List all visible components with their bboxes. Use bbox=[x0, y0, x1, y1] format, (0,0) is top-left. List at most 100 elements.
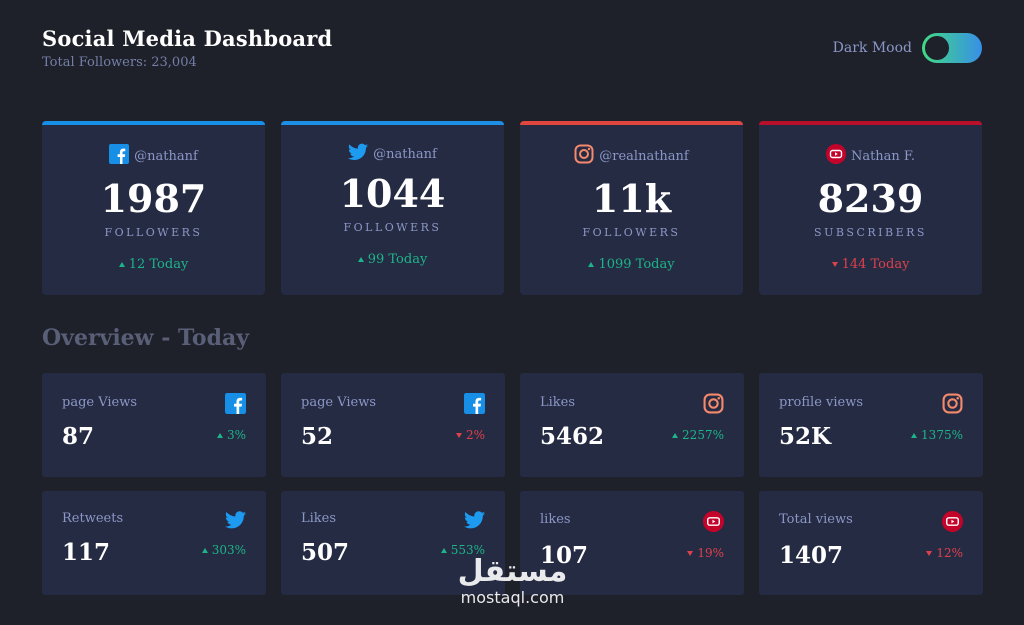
overview-change: 12% bbox=[926, 546, 963, 560]
toggle-label: Dark Mood bbox=[832, 40, 912, 56]
overview-change-value: 3% bbox=[226, 428, 246, 442]
overview-change: 303% bbox=[201, 543, 246, 557]
arrow-up-icon bbox=[216, 432, 223, 438]
arrow-down-icon bbox=[926, 550, 933, 556]
card-top-bar bbox=[759, 121, 982, 125]
card-handle: @nathanf bbox=[373, 146, 437, 162]
card-change-value: 99 Today bbox=[367, 252, 428, 267]
card-handle: Nathan F. bbox=[850, 148, 916, 164]
instagram-icon bbox=[942, 393, 963, 418]
card-change: 12 Today bbox=[42, 257, 265, 272]
overview-change: 2% bbox=[455, 428, 485, 442]
theme-toggle-group: Dark Mood bbox=[833, 33, 982, 63]
card-unit: FOLLOWERS bbox=[104, 226, 203, 239]
overview-change: 553% bbox=[440, 543, 485, 557]
toggle-knob bbox=[925, 36, 949, 60]
header: Social Media Dashboard Total Followers: … bbox=[42, 26, 332, 70]
card-top-bar bbox=[42, 121, 265, 125]
overview-value: 117 bbox=[62, 539, 111, 566]
twitter-icon bbox=[464, 511, 485, 533]
card-instagram[interactable]: @realnathanf 11k FOLLOWERS 1099 Today bbox=[520, 121, 743, 295]
overview-label: Likes bbox=[540, 395, 576, 410]
arrow-up-icon bbox=[118, 262, 125, 267]
card-handle-row: @realnathanf bbox=[520, 144, 743, 168]
card-count: 11k bbox=[591, 176, 672, 221]
arrow-up-icon bbox=[588, 262, 595, 267]
arrow-up-icon bbox=[357, 257, 364, 262]
overview-label: profile views bbox=[779, 395, 864, 410]
overview-card[interactable]: Likes 5462 2257% bbox=[520, 373, 744, 477]
overview-change-value: 2257% bbox=[682, 428, 724, 442]
arrow-down-icon bbox=[687, 550, 694, 556]
facebook-icon bbox=[464, 393, 485, 418]
overview-label: page Views bbox=[301, 395, 377, 410]
overview-value: 1407 bbox=[779, 542, 844, 569]
card-unit: FOLLOWERS bbox=[343, 221, 442, 234]
overview-value: 52K bbox=[779, 423, 831, 450]
facebook-icon bbox=[109, 144, 130, 168]
card-top-bar bbox=[520, 121, 743, 125]
twitter-icon bbox=[225, 511, 246, 533]
youtube-icon bbox=[825, 144, 846, 168]
total-followers: Total Followers: 23,004 bbox=[42, 55, 197, 70]
overview-label: page Views bbox=[62, 395, 138, 410]
overview-card[interactable]: page Views 52 2% bbox=[281, 373, 505, 477]
watermark-arabic: مستقل bbox=[457, 554, 568, 589]
arrow-up-icon bbox=[672, 432, 679, 438]
arrow-down-icon bbox=[455, 432, 462, 438]
overview-label: likes bbox=[540, 512, 571, 527]
instagram-icon bbox=[703, 393, 724, 418]
overview-value: 5462 bbox=[540, 423, 605, 450]
watermark-latin: mostaql.com bbox=[460, 588, 565, 607]
arrow-up-icon bbox=[440, 547, 447, 553]
overview-value: 52 bbox=[301, 423, 334, 450]
card-count: 1987 bbox=[100, 176, 207, 221]
twitter-icon bbox=[348, 143, 369, 165]
page-title: Social Media Dashboard bbox=[42, 26, 333, 51]
card-change-value: 12 Today bbox=[128, 257, 189, 272]
card-top-bar bbox=[281, 121, 504, 125]
watermark: مستقل mostaql.com bbox=[450, 555, 575, 607]
overview-value: 87 bbox=[62, 423, 95, 450]
card-twitter[interactable]: @nathanf 1044 FOLLOWERS 99 Today bbox=[281, 121, 504, 295]
card-count: 1044 bbox=[339, 171, 446, 216]
card-handle-row: @nathanf bbox=[281, 143, 504, 165]
overview-change-value: 553% bbox=[450, 543, 485, 557]
overview-label: Retweets bbox=[62, 511, 124, 526]
overview-change: 2257% bbox=[672, 428, 724, 442]
card-change-value: 144 Today bbox=[841, 257, 910, 272]
overview-label: Total views bbox=[779, 512, 853, 527]
overview-change: 19% bbox=[687, 546, 724, 560]
card-unit: FOLLOWERS bbox=[582, 226, 681, 239]
card-unit: SUBSCRIBERS bbox=[814, 226, 927, 239]
overview-value: 507 bbox=[301, 539, 350, 566]
overview-card[interactable]: profile views 52K 1375% bbox=[759, 373, 983, 477]
overview-change-value: 12% bbox=[936, 546, 963, 560]
overview-change: 3% bbox=[216, 428, 246, 442]
card-handle: @realnathanf bbox=[599, 148, 689, 164]
arrow-down-icon bbox=[831, 262, 838, 267]
card-handle-row: Nathan F. bbox=[759, 144, 982, 168]
card-youtube[interactable]: Nathan F. 8239 SUBSCRIBERS 144 Today bbox=[759, 121, 982, 295]
overview-change-value: 303% bbox=[211, 543, 246, 557]
dark-mode-toggle[interactable] bbox=[922, 33, 982, 63]
overview-change: 1375% bbox=[911, 428, 963, 442]
overview-label: Likes bbox=[301, 511, 337, 526]
youtube-icon bbox=[703, 511, 724, 536]
overview-card[interactable]: page Views 87 3% bbox=[42, 373, 266, 477]
overview-title: Overview - Today bbox=[42, 325, 250, 351]
card-facebook[interactable]: @nathanf 1987 FOLLOWERS 12 Today bbox=[42, 121, 265, 295]
overview-change-value: 2% bbox=[465, 428, 485, 442]
card-change: 1099 Today bbox=[520, 257, 743, 272]
youtube-icon bbox=[942, 511, 963, 536]
card-count: 8239 bbox=[817, 176, 924, 221]
overview-card[interactable]: Likes 507 553% bbox=[281, 491, 505, 595]
card-change-value: 1099 Today bbox=[598, 257, 675, 272]
card-change: 144 Today bbox=[759, 257, 982, 272]
card-handle-row: @nathanf bbox=[42, 144, 265, 168]
overview-card[interactable]: likes 107 19% bbox=[520, 491, 744, 595]
overview-card[interactable]: Retweets 117 303% bbox=[42, 491, 266, 595]
overview-card[interactable]: Total views 1407 12% bbox=[759, 491, 983, 595]
arrow-up-icon bbox=[201, 547, 208, 553]
overview-change-value: 19% bbox=[697, 546, 724, 560]
